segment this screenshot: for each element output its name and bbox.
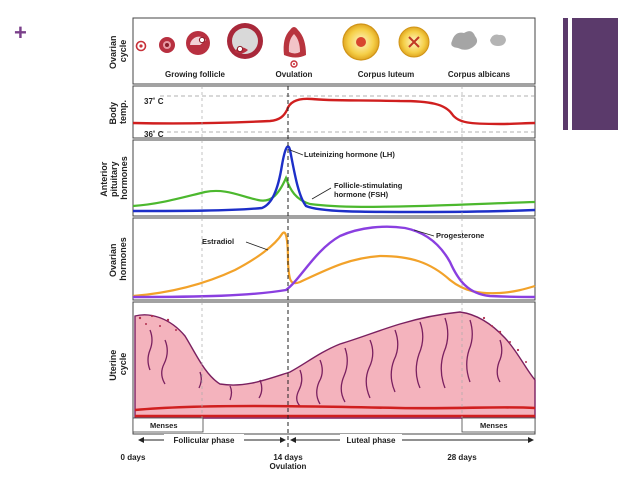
uterine-cycle-label: Uterine cycle: [108, 347, 128, 381]
growing-follicle-label: Growing follicle: [165, 70, 226, 79]
corpus-albicans-icon: [451, 31, 506, 50]
accent-bar-thin: [563, 18, 568, 130]
growing-follicle-icon: [135, 23, 263, 59]
progesterone-label: Progesterone: [436, 231, 484, 240]
temp-37c-label: 37˚ C: [144, 97, 164, 106]
luteal-phase-arrow: [290, 437, 534, 443]
progesterone-curve: [132, 225, 536, 299]
body-temp-label: Body temp.: [108, 99, 128, 124]
menses-bar-end: [461, 417, 536, 433]
menses-label-end: Menses: [480, 421, 508, 430]
luteal-phase-label: Luteal phase: [347, 436, 396, 445]
pituitary-label: Anterior pituitary hormones: [99, 156, 129, 200]
uterine-glands: [147, 317, 503, 407]
ovulation-icon: [283, 27, 306, 68]
menses-particles: [138, 314, 527, 363]
follicular-phase-label: Follicular phase: [174, 436, 235, 445]
tick-0-days: 0 days: [121, 453, 146, 462]
endometrium-lining: [134, 311, 536, 419]
estradiol-label: Estradiol: [202, 237, 234, 246]
accent-bar-block: [572, 18, 618, 130]
body-temp-curve: [132, 97, 536, 126]
body-temp-panel: [132, 85, 536, 139]
menses-bar-start: [132, 417, 204, 433]
corpus-luteum-icon: [342, 23, 430, 61]
plus-icon: +: [14, 20, 27, 45]
lh-label: Luteinizing hormone (LH): [304, 150, 395, 159]
ovarian-hormones-label: Ovarian hormones: [108, 237, 128, 281]
corpus-albicans-label: Corpus albicans: [448, 70, 511, 79]
tick-14-days: 14 days: [273, 453, 303, 462]
tick-28-days: 28 days: [447, 453, 477, 462]
corpus-luteum-label: Corpus luteum: [358, 70, 414, 79]
menses-label-start: Menses: [150, 421, 178, 430]
temp-36c-label: 36˚ C: [144, 130, 164, 139]
fsh-label: Follicle-stimulating hormone (FSH): [334, 181, 404, 199]
ovulation-stage-label: Ovulation: [276, 70, 313, 79]
ovarian-cycle-label: Ovarian cycle: [108, 33, 128, 69]
fsh-curve: [132, 174, 536, 208]
ovulation-tick-label: Ovulation: [270, 462, 307, 471]
